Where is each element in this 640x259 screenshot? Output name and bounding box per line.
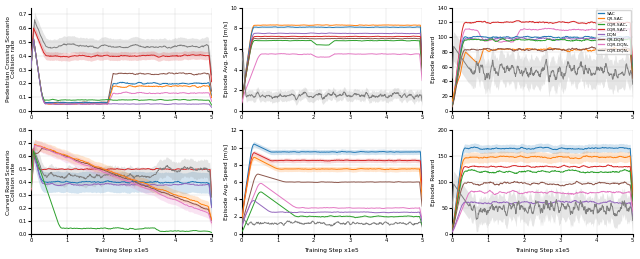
X-axis label: Training Step x1e5: Training Step x1e5 [305, 248, 359, 254]
Legend: SAC, QR-SAC, CQR-SAC₁, CQR-SAC₂, DQN, QR-DQN, CQR-DQN₁, CQR-DQN₂: SAC, QR-SAC, CQR-SAC₁, CQR-SAC₂, DQN, QR… [596, 10, 630, 54]
Y-axis label: Curved Road Scenario
Collision rate: Curved Road Scenario Collision rate [6, 149, 17, 215]
Y-axis label: Pedestrian Crossing Scenario
Collision rate: Pedestrian Crossing Scenario Collision r… [6, 16, 17, 102]
Y-axis label: Episode Reward: Episode Reward [431, 159, 436, 206]
X-axis label: Training Step x1e5: Training Step x1e5 [515, 248, 570, 254]
Y-axis label: Episode Avg. Speed [m/s]: Episode Avg. Speed [m/s] [223, 144, 228, 220]
Y-axis label: Episode Reward: Episode Reward [431, 35, 436, 83]
Y-axis label: Episode Avg. Speed [m/s]: Episode Avg. Speed [m/s] [223, 21, 228, 97]
X-axis label: Training Step x1e5: Training Step x1e5 [94, 248, 148, 254]
